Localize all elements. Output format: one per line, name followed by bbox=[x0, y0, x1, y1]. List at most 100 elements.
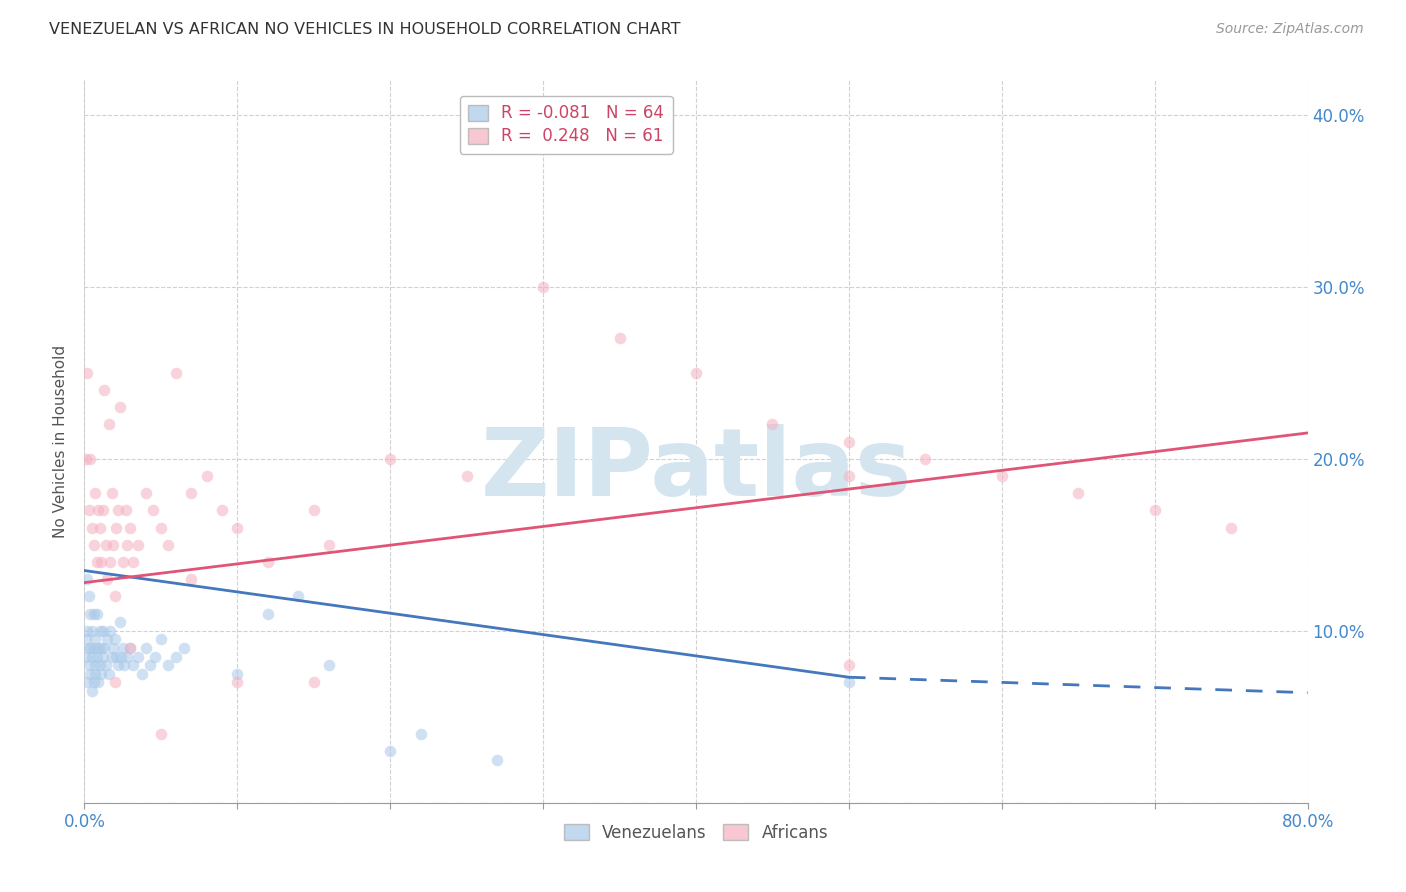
Point bbox=[195, 469, 218, 483]
Point bbox=[257, 555, 280, 569]
Point bbox=[139, 658, 162, 673]
Point bbox=[80, 520, 103, 534]
Point bbox=[87, 640, 110, 655]
Point bbox=[287, 590, 309, 604]
Point bbox=[96, 572, 118, 586]
Point bbox=[838, 469, 860, 483]
Point bbox=[127, 538, 149, 552]
Legend: Venezuelans, Africans: Venezuelans, Africans bbox=[557, 817, 835, 848]
Point bbox=[93, 640, 115, 655]
Point bbox=[87, 675, 110, 690]
Point bbox=[318, 658, 340, 673]
Point bbox=[173, 640, 195, 655]
Point bbox=[77, 503, 100, 517]
Point bbox=[107, 503, 129, 517]
Point bbox=[685, 366, 707, 380]
Point bbox=[409, 727, 432, 741]
Point bbox=[131, 666, 153, 681]
Point bbox=[104, 590, 127, 604]
Point bbox=[108, 615, 131, 630]
Point bbox=[89, 658, 111, 673]
Point bbox=[609, 331, 631, 345]
Point bbox=[84, 632, 107, 647]
Point bbox=[380, 451, 402, 466]
Point bbox=[90, 666, 112, 681]
Point bbox=[115, 649, 138, 664]
Point bbox=[77, 590, 100, 604]
Point bbox=[120, 640, 142, 655]
Point bbox=[84, 658, 107, 673]
Y-axis label: No Vehicles in Household: No Vehicles in Household bbox=[53, 345, 69, 538]
Point bbox=[838, 434, 860, 449]
Point bbox=[80, 624, 103, 638]
Point bbox=[86, 649, 108, 664]
Point bbox=[110, 649, 132, 664]
Point bbox=[75, 451, 97, 466]
Point bbox=[90, 640, 112, 655]
Point bbox=[79, 666, 101, 681]
Point bbox=[991, 469, 1014, 483]
Point bbox=[157, 538, 180, 552]
Point bbox=[98, 555, 121, 569]
Point bbox=[165, 366, 187, 380]
Point bbox=[257, 607, 280, 621]
Point bbox=[761, 417, 783, 432]
Point bbox=[90, 555, 112, 569]
Point bbox=[135, 640, 157, 655]
Point bbox=[101, 486, 124, 500]
Point bbox=[149, 632, 172, 647]
Point bbox=[122, 555, 145, 569]
Point bbox=[456, 469, 478, 483]
Point bbox=[76, 366, 98, 380]
Point bbox=[76, 624, 98, 638]
Point bbox=[1220, 520, 1243, 534]
Point bbox=[1143, 503, 1166, 517]
Point bbox=[149, 727, 172, 741]
Point bbox=[75, 632, 97, 647]
Point bbox=[75, 649, 97, 664]
Point bbox=[149, 520, 172, 534]
Point bbox=[83, 640, 105, 655]
Point bbox=[302, 675, 325, 690]
Point bbox=[112, 658, 135, 673]
Point bbox=[103, 538, 125, 552]
Point bbox=[94, 658, 117, 673]
Point bbox=[226, 520, 249, 534]
Point bbox=[83, 538, 105, 552]
Point bbox=[76, 572, 98, 586]
Point bbox=[486, 753, 509, 767]
Point bbox=[143, 649, 166, 664]
Point bbox=[93, 383, 115, 397]
Point bbox=[302, 503, 325, 517]
Point bbox=[84, 666, 107, 681]
Point bbox=[79, 640, 101, 655]
Point bbox=[101, 649, 124, 664]
Point bbox=[97, 417, 120, 432]
Text: ZIPatlas: ZIPatlas bbox=[481, 425, 911, 516]
Point bbox=[122, 658, 145, 673]
Point bbox=[79, 607, 101, 621]
Point bbox=[89, 624, 111, 638]
Point bbox=[1067, 486, 1090, 500]
Point bbox=[79, 451, 101, 466]
Point bbox=[97, 666, 120, 681]
Point bbox=[180, 486, 202, 500]
Point bbox=[87, 503, 110, 517]
Point bbox=[108, 400, 131, 414]
Point bbox=[94, 538, 117, 552]
Point bbox=[914, 451, 936, 466]
Point bbox=[105, 649, 128, 664]
Point bbox=[77, 640, 100, 655]
Point bbox=[142, 503, 165, 517]
Point bbox=[91, 649, 114, 664]
Point bbox=[114, 503, 136, 517]
Point bbox=[165, 649, 187, 664]
Point bbox=[83, 675, 105, 690]
Point bbox=[98, 624, 121, 638]
Point bbox=[127, 649, 149, 664]
Point bbox=[135, 486, 157, 500]
Point bbox=[86, 607, 108, 621]
Point bbox=[107, 658, 129, 673]
Point bbox=[86, 555, 108, 569]
Point bbox=[226, 675, 249, 690]
